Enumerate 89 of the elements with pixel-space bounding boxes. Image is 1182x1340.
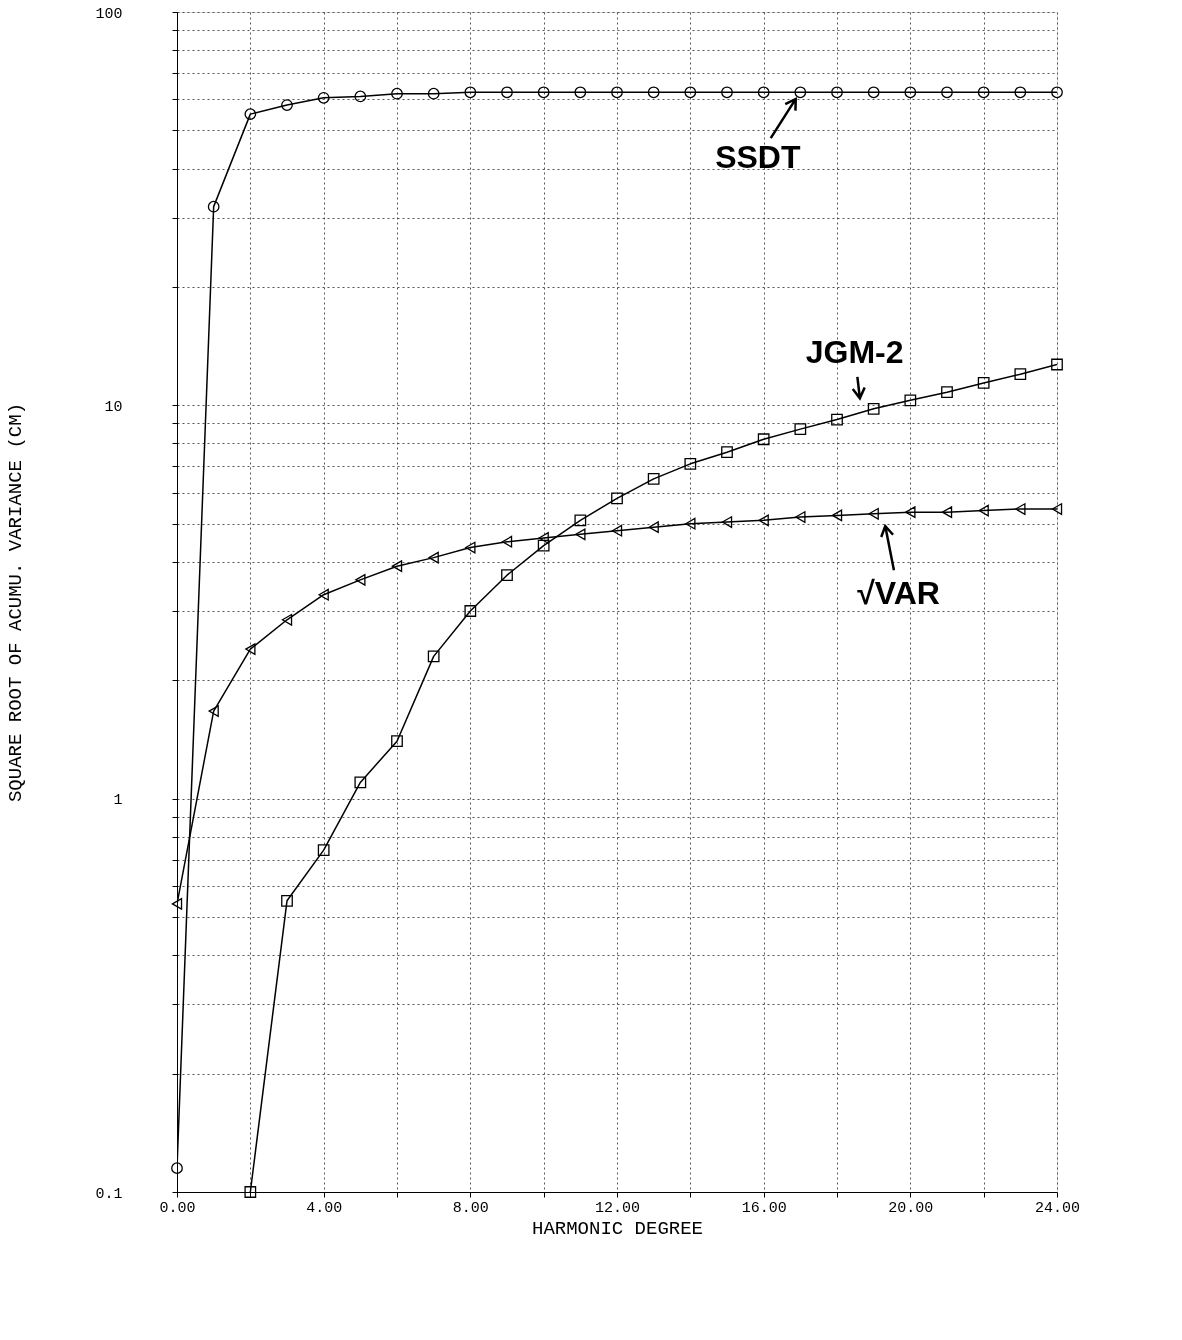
point	[427, 650, 440, 663]
annotation: JGM-2	[805, 334, 904, 371]
point	[831, 86, 843, 99]
point	[831, 509, 843, 522]
x-tick-label: 24.00	[1034, 1199, 1081, 1217]
point	[171, 898, 183, 910]
x-axis-title: HARMONIC DEGREE	[531, 1217, 704, 1240]
point	[537, 539, 550, 552]
point	[647, 86, 660, 99]
annotation: SSDT	[715, 139, 801, 176]
point	[427, 87, 440, 100]
point	[941, 386, 953, 399]
annotation: √VAR	[857, 574, 940, 611]
point	[464, 86, 477, 99]
point	[794, 86, 807, 99]
point	[941, 86, 953, 99]
point	[977, 86, 990, 99]
point	[574, 86, 587, 99]
point	[611, 524, 623, 537]
point	[757, 86, 770, 99]
point	[391, 735, 403, 748]
point	[208, 705, 219, 717]
point	[611, 492, 623, 505]
point	[281, 613, 293, 626]
point	[1015, 503, 1026, 515]
point	[317, 91, 330, 104]
point	[171, 1162, 183, 1175]
point	[795, 511, 806, 523]
point	[318, 588, 329, 601]
point	[721, 86, 733, 99]
point	[977, 377, 990, 389]
point	[391, 560, 403, 573]
point	[794, 423, 807, 436]
point	[281, 894, 293, 907]
x-tick-label: 20.00	[888, 1199, 934, 1217]
point	[941, 506, 953, 519]
point	[721, 516, 733, 528]
point	[648, 521, 659, 534]
point	[501, 569, 513, 582]
x-tick-label: 12.00	[594, 1199, 641, 1217]
point	[245, 643, 256, 656]
point	[428, 551, 439, 564]
point	[1014, 86, 1027, 99]
point	[244, 108, 257, 121]
point	[244, 1186, 257, 1198]
point	[1051, 86, 1063, 99]
point	[1051, 503, 1063, 515]
point	[391, 87, 403, 100]
point	[1014, 368, 1027, 381]
y-tick-label: 10	[104, 398, 123, 416]
point	[831, 413, 843, 426]
point	[317, 844, 330, 856]
point	[465, 541, 476, 554]
point	[684, 457, 697, 470]
point	[758, 514, 769, 527]
point	[464, 605, 477, 617]
point	[904, 394, 917, 407]
x-tick-label: 0.00	[159, 1199, 196, 1217]
point	[575, 528, 586, 541]
y-tick-label: 0.1	[95, 1185, 123, 1203]
x-tick-label: 16.00	[741, 1199, 787, 1217]
point	[207, 200, 220, 213]
point	[868, 507, 879, 520]
point	[537, 86, 550, 99]
point	[867, 402, 880, 415]
point	[978, 504, 989, 517]
point	[685, 517, 696, 530]
y-tick-label: 100	[95, 5, 123, 23]
point	[905, 506, 916, 519]
point	[501, 535, 513, 548]
point	[574, 514, 587, 527]
point	[757, 433, 770, 446]
point	[281, 99, 293, 111]
y-tick-label: 1	[113, 792, 123, 810]
point	[721, 446, 733, 459]
y-axis-title: SQUARE ROOT OF ACUMU. VARIANCE (CM)	[5, 402, 28, 803]
x-tick-label: 4.00	[306, 1199, 343, 1217]
point	[867, 86, 880, 99]
point	[684, 86, 697, 99]
point	[354, 776, 367, 789]
point	[354, 90, 367, 103]
point	[501, 86, 513, 99]
point	[611, 86, 623, 99]
point	[538, 532, 549, 544]
point	[904, 86, 917, 99]
x-tick-label: 8.00	[452, 1199, 489, 1217]
point	[355, 573, 366, 586]
point	[1051, 358, 1063, 371]
point	[647, 473, 660, 485]
